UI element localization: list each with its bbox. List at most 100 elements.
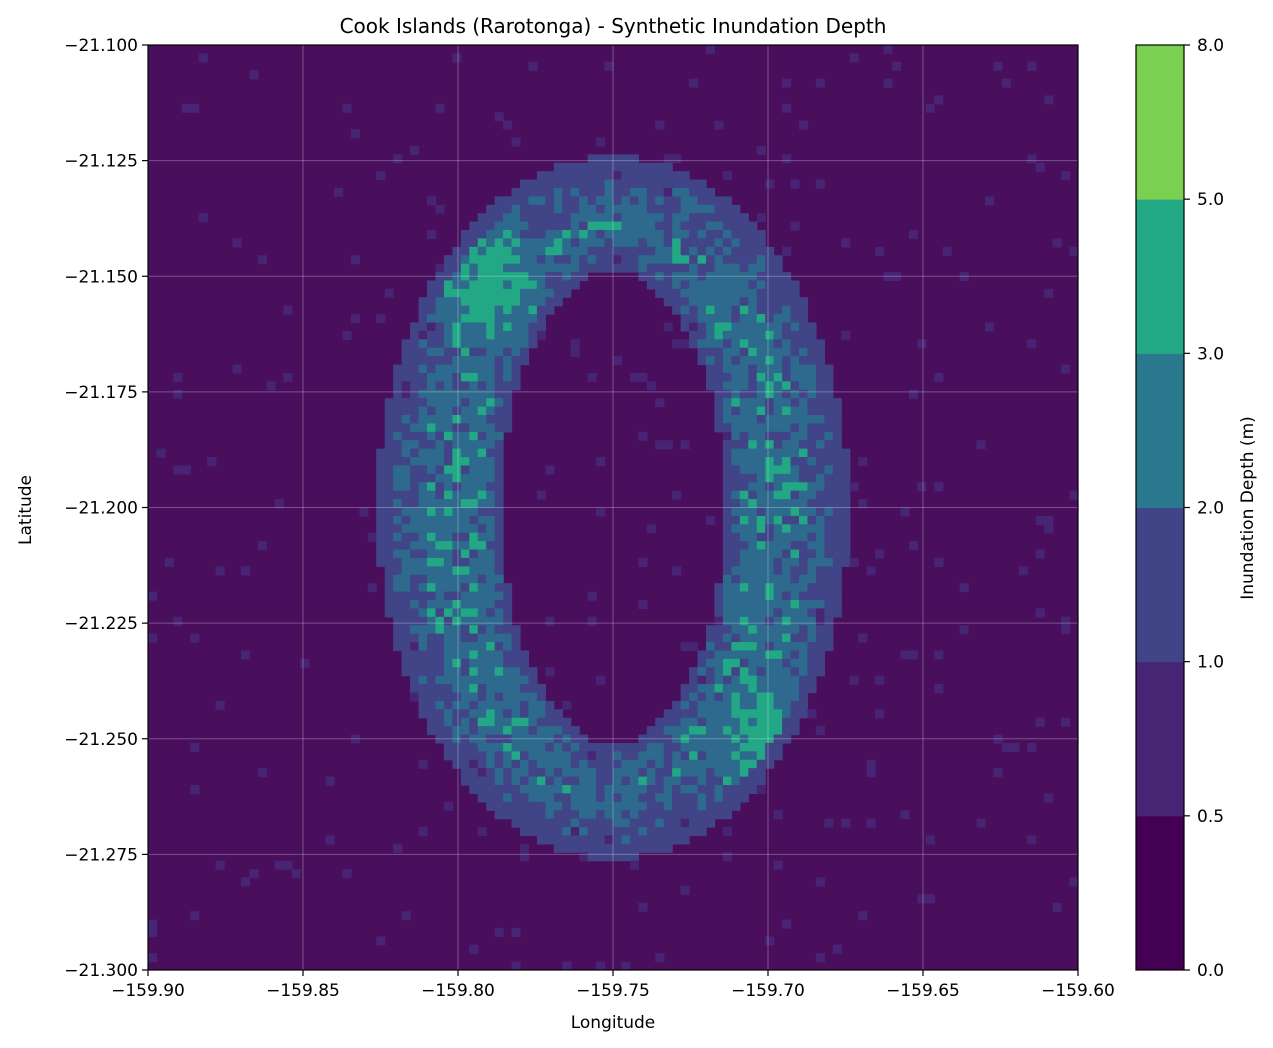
contour-cell <box>976 440 986 450</box>
contour-cell <box>503 785 513 795</box>
contour-cell <box>494 759 504 769</box>
contour-cell <box>553 776 563 786</box>
contour-cell <box>452 717 462 727</box>
contour-cell <box>790 448 800 458</box>
contour-cell <box>1001 78 1011 88</box>
contour-cell <box>384 524 394 534</box>
contour-cell <box>807 347 817 357</box>
contour-cell <box>494 381 504 391</box>
contour-cell <box>773 356 783 366</box>
contour-cell <box>190 742 200 752</box>
contour-cell <box>528 297 538 307</box>
contour-cell <box>748 465 758 475</box>
contour-cell <box>562 734 572 744</box>
contour-cell <box>731 448 741 458</box>
contour-cell <box>477 692 487 702</box>
contour-cell <box>477 272 487 282</box>
contour-cell <box>714 305 724 315</box>
contour-cell <box>613 213 623 223</box>
contour-cell <box>782 339 792 349</box>
contour-cell <box>739 448 749 458</box>
contour-cell <box>452 330 462 340</box>
contour-cell <box>815 524 825 534</box>
contour-cell <box>765 305 775 315</box>
contour-cell <box>621 187 631 197</box>
contour-cell <box>765 751 775 761</box>
contour-cell <box>613 171 623 181</box>
contour-cell <box>697 776 707 786</box>
contour-cell <box>629 255 639 265</box>
contour-cell <box>807 440 817 450</box>
contour-cell <box>629 742 639 752</box>
contour-cell <box>579 759 589 769</box>
contour-cell <box>477 583 487 593</box>
contour-cell <box>376 465 386 475</box>
contour-cell <box>494 255 504 265</box>
contour-cell <box>790 600 800 610</box>
contour-cell <box>452 700 462 710</box>
contour-cell <box>824 440 834 450</box>
contour-cell <box>706 347 716 357</box>
contour-cell <box>629 162 639 172</box>
contour-cell <box>596 742 606 752</box>
contour-cell <box>815 557 825 567</box>
contour-cell <box>782 473 792 483</box>
contour-cell <box>393 591 403 601</box>
contour-cell <box>663 768 673 778</box>
contour-cell <box>646 801 656 811</box>
contour-cell <box>494 272 504 282</box>
contour-cell <box>765 566 775 576</box>
contour-cell <box>435 549 445 559</box>
contour-cell <box>427 709 437 719</box>
contour-cell <box>604 818 614 828</box>
contour-cell <box>782 406 792 416</box>
contour-cell <box>427 230 437 240</box>
contour-cell <box>410 440 420 450</box>
contour-cell <box>494 246 504 256</box>
contour-cell <box>604 793 614 803</box>
contour-cell <box>815 448 825 458</box>
contour-cell <box>477 574 487 584</box>
contour-cell <box>393 415 403 425</box>
contour-cell <box>596 263 606 273</box>
contour-cell <box>477 600 487 610</box>
contour-cell <box>427 431 437 441</box>
contour-cell <box>494 709 504 719</box>
contour-cell <box>376 524 386 534</box>
contour-cell <box>503 423 513 433</box>
contour-cell <box>689 339 699 349</box>
contour-cell <box>443 684 453 694</box>
contour-cell <box>486 734 496 744</box>
contour-cell <box>638 902 648 912</box>
contour-cell <box>689 717 699 727</box>
contour-cell <box>503 742 513 752</box>
contour-cell <box>706 642 716 652</box>
contour-cell <box>621 204 631 214</box>
contour-cell <box>443 398 453 408</box>
contour-cell <box>646 230 656 240</box>
contour-cell <box>562 204 572 214</box>
contour-cell <box>714 322 724 332</box>
contour-cell <box>418 457 428 467</box>
contour-cell <box>748 759 758 769</box>
contour-cell <box>722 600 732 610</box>
contour-cell <box>477 482 487 492</box>
contour-cell <box>536 692 546 702</box>
contour-cell <box>706 187 716 197</box>
contour-cell <box>697 272 707 282</box>
contour-cell <box>629 238 639 248</box>
contour-cell <box>427 608 437 618</box>
contour-cell <box>460 246 470 256</box>
contour-cell <box>815 566 825 576</box>
contour-cell <box>486 642 496 652</box>
contour-cell <box>562 162 572 172</box>
contour-cell <box>494 238 504 248</box>
contour-cell <box>790 650 800 660</box>
contour-cell <box>680 726 690 736</box>
contour-cell <box>613 263 623 273</box>
contour-cell <box>443 574 453 584</box>
contour-cell <box>756 263 766 273</box>
contour-cell <box>401 415 411 425</box>
contour-cell <box>714 406 724 416</box>
contour-cell <box>672 272 682 282</box>
